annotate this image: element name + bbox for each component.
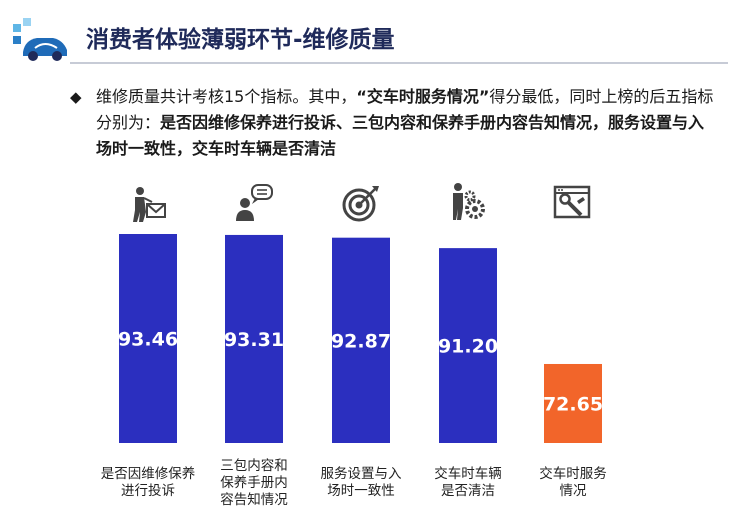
target-icon xyxy=(341,183,381,223)
summary-lowest-item: “交车时服务情况” xyxy=(356,87,490,106)
bar-value-label: 91.20 xyxy=(438,336,498,358)
person-speech-icon xyxy=(234,183,274,223)
category-label-line: 情况 xyxy=(559,483,587,499)
category-label-line: 三包内容和 xyxy=(220,458,288,474)
category-label-line: 场时一致性 xyxy=(327,483,395,499)
category-label-line: 交车时车辆 xyxy=(434,466,502,482)
summary-mid: 得分最低，同时上榜的后五指标分别为： xyxy=(96,87,714,132)
page-title: 消费者体验薄弱环节-维修质量 xyxy=(86,27,395,53)
summary-paragraph: 维修质量共计考核15个指标。其中，“交车时服务情况”得分最低，同时上榜的后五指标… xyxy=(96,84,716,162)
brand-logo xyxy=(13,18,67,61)
person-gear-icon xyxy=(448,182,488,222)
bar-2 xyxy=(225,234,283,443)
bullet-marker: ◆ xyxy=(70,88,82,106)
bar-4 xyxy=(439,248,497,443)
category-label-line: 保养手册内 xyxy=(220,475,288,491)
bar-value-label: 93.46 xyxy=(118,329,178,351)
bar-3 xyxy=(332,237,390,443)
title-divider xyxy=(70,62,728,64)
category-label-line: 进行投诉 xyxy=(121,483,175,499)
summary-items: 是否因维修保养进行投诉、三包内容和保养手册内容告知情况，服务设置与入场时一致性，… xyxy=(96,113,705,158)
category-label-line: 交车时服务 xyxy=(539,466,607,482)
summary-intro: 维修质量共计考核15个指标。其中， xyxy=(96,87,357,106)
bar-5 xyxy=(544,363,602,443)
category-label: 交车时服务 情况 xyxy=(517,466,629,500)
browser-wrench-icon xyxy=(553,183,593,223)
category-label: 服务设置与入 场时一致性 xyxy=(305,466,417,500)
category-label-line: 服务设置与入 xyxy=(320,466,402,482)
bar-value-label: 93.31 xyxy=(224,329,284,351)
category-label: 是否因维修保养 进行投诉 xyxy=(92,466,204,500)
category-label: 交车时车辆 是否清洁 xyxy=(412,466,524,500)
category-label-line: 是否清洁 xyxy=(441,483,495,499)
bar-1 xyxy=(119,234,177,443)
bar-value-label: 72.65 xyxy=(543,393,603,415)
worker-envelope-icon xyxy=(128,184,168,224)
category-label-line: 是否因维修保养 xyxy=(100,466,196,482)
category-label-line: 容告知情况 xyxy=(220,492,288,508)
bar-value-label: 92.87 xyxy=(331,330,391,352)
category-label: 三包内容和 保养手册内 容告知情况 xyxy=(198,458,310,509)
